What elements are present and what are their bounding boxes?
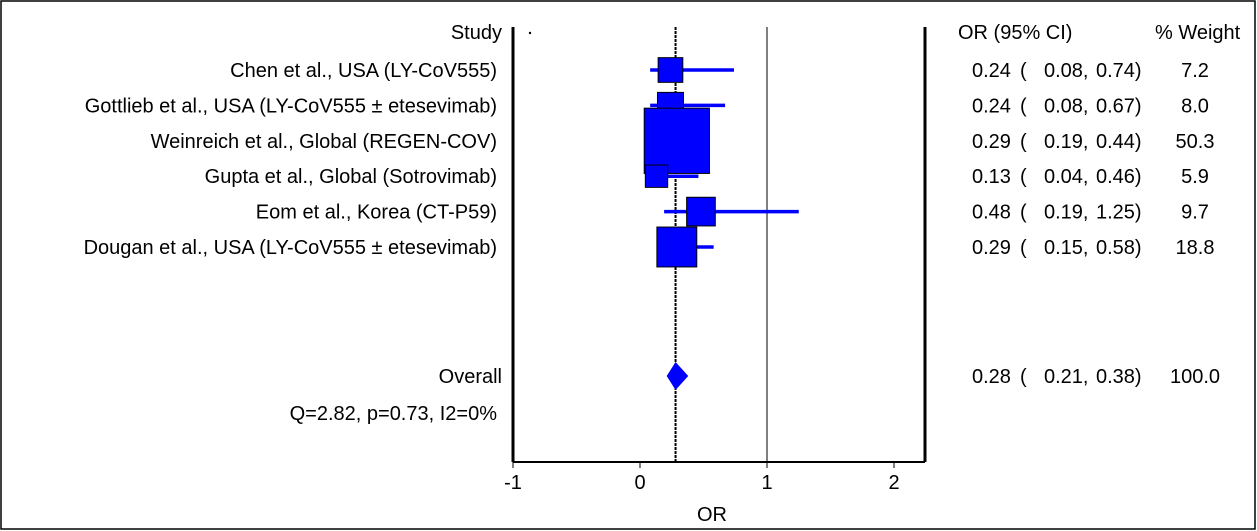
point-estimate-square	[686, 196, 716, 227]
overall-weight-value: 100.0	[1170, 366, 1220, 388]
study-weight-value: 18.8	[1176, 237, 1215, 259]
study-ci-upper: 0.46)	[1096, 166, 1142, 188]
study-or-value: 0.29	[972, 131, 1011, 153]
study-ci-open: (	[1020, 131, 1027, 153]
study-weight-value: 9.7	[1181, 202, 1209, 224]
study-ci-lower: 0.15,	[1044, 237, 1088, 259]
point-estimate-square	[643, 107, 710, 174]
study-label: Gupta et al., Global (Sotrovimab)	[205, 166, 497, 188]
study-label: Eom et al., Korea (CT-P59)	[256, 202, 497, 224]
study-or-value: 0.24	[972, 95, 1011, 117]
x-tick-label: 1	[761, 472, 772, 494]
overall-ci-open: (	[1020, 366, 1027, 388]
study-ci-lower: 0.08,	[1044, 60, 1088, 82]
heterogeneity-stats: Q=2.82, p=0.73, I2=0%	[290, 403, 498, 425]
overall-diamond	[666, 362, 689, 390]
header-study: Study	[451, 22, 502, 44]
study-label: Weinreich et al., Global (REGEN-COV)	[151, 131, 497, 153]
header-or-ci: OR (95% CI)	[958, 22, 1072, 44]
study-ci-open: (	[1020, 237, 1027, 259]
x-tick-label: -1	[504, 472, 522, 494]
header-dot	[528, 31, 532, 35]
study-ci-lower: 0.08,	[1044, 95, 1088, 117]
study-ci-lower: 0.19,	[1044, 131, 1088, 153]
study-weight-value: 5.9	[1181, 166, 1209, 188]
study-or-value: 0.29	[972, 237, 1011, 259]
x-tick-label: 0	[634, 472, 645, 494]
header-weight: % Weight	[1155, 22, 1241, 44]
text-group: Study OR (95% CI) % Weight Chen et al., USA…	[84, 22, 1241, 425]
point-estimate-square	[656, 226, 698, 268]
study-weight-value: 7.2	[1181, 60, 1209, 82]
overall-ci-upper: 0.38)	[1096, 366, 1142, 388]
study-ci-upper: 0.67)	[1096, 95, 1142, 117]
overall-ci-lower: 0.21,	[1044, 366, 1088, 388]
study-ci-lower: 0.04,	[1044, 166, 1088, 188]
study-rows-group	[643, 57, 799, 390]
study-or-value: 0.48	[972, 202, 1011, 224]
study-or-value: 0.13	[972, 166, 1011, 188]
x-tick-label: 2	[888, 472, 899, 494]
study-ci-open: (	[1020, 166, 1027, 188]
study-weight-value: 50.3	[1176, 131, 1215, 153]
study-label: Dougan et al., USA (LY-CoV555 ± etesevim…	[84, 237, 497, 259]
overall-or-value: 0.28	[972, 366, 1011, 388]
study-or-value: 0.24	[972, 60, 1011, 82]
study-label: Gottlieb et al., USA (LY-CoV555 ± etesev…	[85, 95, 497, 117]
study-ci-lower: 0.19,	[1044, 202, 1088, 224]
study-weight-value: 8.0	[1181, 95, 1209, 117]
overall-label: Overall	[439, 366, 502, 388]
study-ci-upper: 0.44)	[1096, 131, 1142, 153]
study-ci-upper: 0.58)	[1096, 237, 1142, 259]
study-ci-upper: 1.25)	[1096, 202, 1142, 224]
study-ci-open: (	[1020, 202, 1027, 224]
x-axis-title: OR	[697, 504, 727, 526]
point-estimate-square	[657, 57, 684, 83]
study-label: Chen et al., USA (LY-CoV555)	[230, 60, 497, 82]
study-ci-upper: 0.74)	[1096, 60, 1142, 82]
study-ci-open: (	[1020, 95, 1027, 117]
study-ci-open: (	[1020, 60, 1027, 82]
point-estimate-square	[644, 164, 669, 188]
